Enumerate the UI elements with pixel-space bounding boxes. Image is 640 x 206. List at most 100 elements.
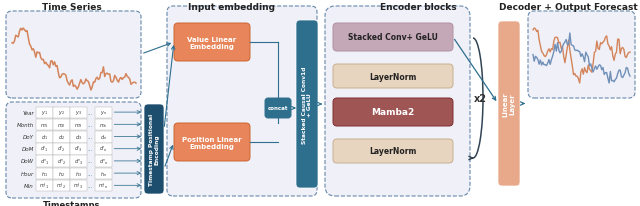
Bar xyxy=(36,180,52,191)
Text: Input embedding: Input embedding xyxy=(189,3,275,12)
Text: DoW: DoW xyxy=(21,159,34,164)
Text: $y_3$: $y_3$ xyxy=(75,109,82,117)
Text: $y_n$: $y_n$ xyxy=(100,109,107,117)
Bar xyxy=(70,143,86,155)
Text: $m_n$: $m_n$ xyxy=(99,121,108,129)
Text: $m_3$: $m_3$ xyxy=(74,121,83,129)
Bar xyxy=(36,143,52,155)
FancyBboxPatch shape xyxy=(528,12,635,98)
Text: LayerNorm: LayerNorm xyxy=(369,72,417,81)
FancyBboxPatch shape xyxy=(333,24,453,52)
Text: DoY: DoY xyxy=(23,134,34,139)
Text: $d'_3$: $d'_3$ xyxy=(74,145,83,154)
FancyBboxPatch shape xyxy=(333,139,453,163)
FancyBboxPatch shape xyxy=(333,98,453,126)
Text: $m'_n$: $m'_n$ xyxy=(98,181,108,190)
Text: $h_1$: $h_1$ xyxy=(41,169,48,178)
Bar xyxy=(70,168,86,179)
FancyBboxPatch shape xyxy=(333,65,453,89)
Text: $d''_1$: $d''_1$ xyxy=(40,157,49,166)
Bar xyxy=(36,119,52,131)
Text: Stacked Conv+ GeLU: Stacked Conv+ GeLU xyxy=(348,33,438,42)
FancyBboxPatch shape xyxy=(167,7,317,196)
Bar xyxy=(95,131,111,143)
FancyBboxPatch shape xyxy=(498,22,520,186)
Bar xyxy=(95,119,111,131)
Text: $d''_3$: $d''_3$ xyxy=(74,157,83,166)
Text: ...: ... xyxy=(88,146,93,151)
Text: $y_1$: $y_1$ xyxy=(41,109,48,117)
Text: Mamba2: Mamba2 xyxy=(371,108,415,117)
Text: Value Linear
Embedding: Value Linear Embedding xyxy=(188,36,237,49)
Bar xyxy=(53,156,70,167)
Text: Min: Min xyxy=(24,183,34,188)
Text: $m_1$: $m_1$ xyxy=(40,121,49,129)
Text: $d_3$: $d_3$ xyxy=(75,133,82,142)
Bar xyxy=(95,168,111,179)
Text: ...: ... xyxy=(88,159,93,164)
Text: Timestamps: Timestamps xyxy=(44,200,100,206)
Text: $m'_1$: $m'_1$ xyxy=(39,181,49,190)
Text: ...: ... xyxy=(88,183,93,188)
FancyBboxPatch shape xyxy=(174,123,250,161)
Bar xyxy=(36,156,52,167)
FancyBboxPatch shape xyxy=(265,98,291,118)
Text: $d_2$: $d_2$ xyxy=(58,133,65,142)
FancyBboxPatch shape xyxy=(6,103,141,198)
Bar xyxy=(70,119,86,131)
Bar xyxy=(53,168,70,179)
Text: $h_2$: $h_2$ xyxy=(58,169,65,178)
Bar xyxy=(70,156,86,167)
Text: ...: ... xyxy=(88,171,93,176)
Text: Stacked Causal Conv1d
+ GeLU: Stacked Causal Conv1d + GeLU xyxy=(301,66,312,143)
Text: $d'_1$: $d'_1$ xyxy=(40,145,49,154)
Text: $h_n$: $h_n$ xyxy=(100,169,107,178)
Bar xyxy=(70,107,86,119)
Bar xyxy=(53,107,70,119)
Bar xyxy=(70,180,86,191)
Text: Decoder + Output Forecast: Decoder + Output Forecast xyxy=(499,3,637,12)
Text: $y_2$: $y_2$ xyxy=(58,109,65,117)
Text: Encoder blocks: Encoder blocks xyxy=(380,3,456,12)
Text: ...: ... xyxy=(88,134,93,139)
Text: Month: Month xyxy=(17,122,34,127)
Text: $m_2$: $m_2$ xyxy=(57,121,65,129)
FancyBboxPatch shape xyxy=(144,104,164,194)
Bar xyxy=(53,143,70,155)
Text: $m'_3$: $m'_3$ xyxy=(73,181,83,190)
Text: $h_3$: $h_3$ xyxy=(75,169,82,178)
Text: Position Linear
Embedding: Position Linear Embedding xyxy=(182,136,242,149)
Text: ...: ... xyxy=(88,122,93,127)
Text: $d_1$: $d_1$ xyxy=(41,133,48,142)
Text: $d'_2$: $d'_2$ xyxy=(57,145,65,154)
Text: x2: x2 xyxy=(474,94,486,103)
Bar xyxy=(95,156,111,167)
Text: Timestamp Positional
Encoding: Timestamp Positional Encoding xyxy=(148,113,159,185)
Text: $d''_n$: $d''_n$ xyxy=(99,157,108,166)
Bar xyxy=(95,180,111,191)
Bar xyxy=(36,168,52,179)
Bar xyxy=(36,107,52,119)
FancyBboxPatch shape xyxy=(296,21,318,188)
Text: Year: Year xyxy=(22,110,34,115)
Bar xyxy=(70,131,86,143)
Text: Hour: Hour xyxy=(20,171,34,176)
Text: DoM: DoM xyxy=(22,146,34,151)
Text: concat: concat xyxy=(268,106,288,111)
Text: $d'_n$: $d'_n$ xyxy=(99,145,108,154)
Bar xyxy=(53,180,70,191)
Text: Linear
Layer: Linear Layer xyxy=(502,92,515,116)
Bar xyxy=(36,131,52,143)
Bar xyxy=(95,107,111,119)
Text: $m'_2$: $m'_2$ xyxy=(56,181,66,190)
Bar xyxy=(53,131,70,143)
Text: ...: ... xyxy=(88,110,93,115)
Bar xyxy=(53,119,70,131)
FancyBboxPatch shape xyxy=(325,7,470,196)
FancyBboxPatch shape xyxy=(174,24,250,62)
Bar xyxy=(95,143,111,155)
Text: $d''_2$: $d''_2$ xyxy=(56,157,66,166)
FancyBboxPatch shape xyxy=(6,12,141,98)
Text: LayerNorm: LayerNorm xyxy=(369,147,417,156)
Text: Time Series: Time Series xyxy=(42,3,102,12)
